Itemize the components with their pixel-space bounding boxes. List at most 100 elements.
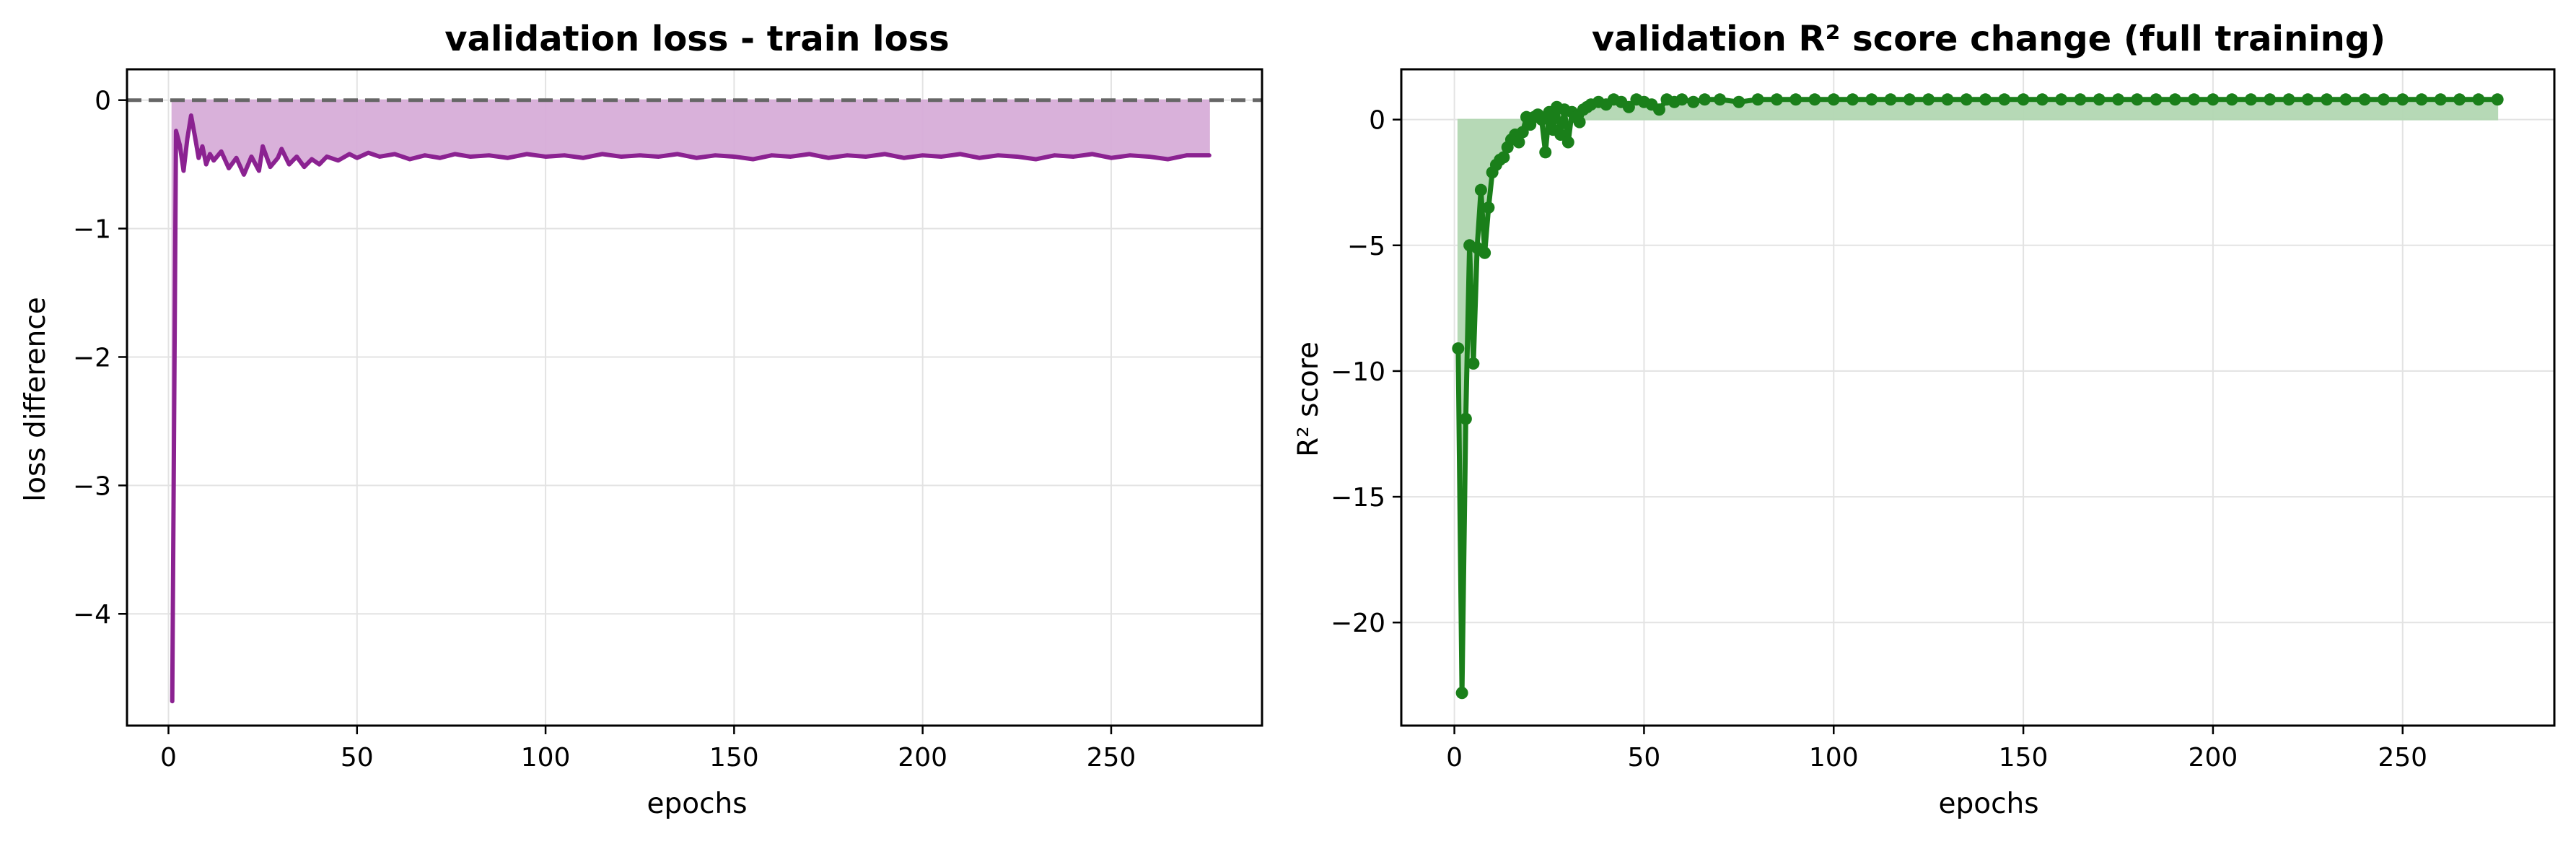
data-point [2453, 93, 2466, 106]
data-point [1474, 183, 1487, 196]
data-point [1960, 93, 1973, 106]
data-point [2491, 93, 2504, 106]
y-tick-label: −20 [1331, 609, 1385, 638]
x-axis-label: epochs [1938, 788, 2038, 820]
data-point [1459, 412, 1472, 425]
y-tick-label: 0 [95, 87, 111, 116]
data-point [2225, 93, 2238, 106]
data-point [2282, 93, 2295, 106]
y-tick-label: −15 [1331, 483, 1385, 513]
x-tick-label: 200 [898, 743, 947, 773]
data-point [2321, 93, 2334, 106]
x-tick-label: 150 [709, 743, 759, 773]
x-tick-label: 250 [2378, 743, 2427, 773]
data-point [2017, 93, 2030, 106]
data-point [1516, 126, 1529, 139]
data-point [1554, 129, 1567, 142]
data-point [1535, 113, 1548, 126]
data-point [1478, 246, 1491, 259]
data-point [1865, 93, 1878, 106]
y-tick-label: −2 [73, 343, 111, 373]
data-point [1622, 100, 1635, 113]
x-tick-label: 100 [521, 743, 571, 773]
data-point [2074, 93, 2087, 106]
data-point [1846, 93, 1859, 106]
data-point [2264, 93, 2277, 106]
data-point [1732, 95, 1745, 108]
data-point [2150, 93, 2163, 106]
data-point [2244, 93, 2257, 106]
data-point [1922, 93, 1935, 106]
data-point [2168, 93, 2181, 106]
data-point [2188, 93, 2201, 106]
data-point [2093, 93, 2106, 106]
data-point [1884, 93, 1897, 106]
data-point [1497, 151, 1510, 164]
data-point [2111, 93, 2124, 106]
data-point [2358, 93, 2371, 106]
data-point [1714, 93, 1727, 106]
r2-score-chart: validation R² score change (full trainin… [1292, 19, 2556, 820]
data-point [1452, 342, 1465, 355]
y-tick-label: −5 [1347, 232, 1385, 261]
chart-title: validation R² score change (full trainin… [1592, 19, 2386, 59]
data-point [2472, 93, 2485, 106]
data-point [2339, 93, 2352, 106]
plot-frame [126, 68, 1263, 727]
x-tick-label: 250 [1087, 743, 1136, 773]
data-point [2415, 93, 2428, 106]
data-point [1482, 201, 1495, 214]
data-point [2207, 93, 2220, 106]
chart-title: validation loss - train loss [444, 19, 949, 59]
data-point [1751, 93, 1764, 106]
data-point [1827, 93, 1840, 106]
data-point [1808, 93, 1821, 106]
data-point [2036, 93, 2049, 106]
series-line [170, 113, 1212, 704]
ticks: 0 50 100 150 200 250 0 −1 −2 −3 −4 [73, 87, 1136, 773]
x-tick-label: 0 [160, 743, 177, 773]
y-axis-label: R² score [1292, 341, 1325, 457]
x-tick-label: 50 [341, 743, 374, 773]
y-tick-label: −3 [73, 471, 111, 501]
x-axis-label: epochs [647, 788, 747, 820]
data-point [1998, 93, 2011, 106]
x-tick-label: 50 [1628, 743, 1661, 773]
y-tick-label: −10 [1331, 357, 1385, 387]
data-point [1467, 357, 1480, 370]
y-tick-label: −4 [73, 600, 111, 630]
x-tick-label: 0 [1446, 743, 1463, 773]
x-tick-label: 100 [1809, 743, 1859, 773]
data-point [2377, 93, 2390, 106]
series [170, 113, 1212, 704]
data-point [1770, 93, 1783, 106]
y-tick-label: 0 [1369, 106, 1385, 136]
data-point [1941, 93, 1954, 106]
y-axis-label: loss difference [19, 297, 52, 502]
data-point [2396, 93, 2409, 106]
data-point [2434, 93, 2447, 106]
data-point [1512, 136, 1525, 149]
data-point [2301, 93, 2314, 106]
data-point [1979, 93, 1992, 106]
ticks: 0 50 100 150 200 250 0 −5 −10 −15 −20 [1331, 106, 2427, 773]
loss-difference-chart: validation loss - train loss 0 50 100 150 20… [19, 19, 1263, 820]
y-tick-label: −1 [73, 215, 111, 245]
plot-frame [1400, 68, 2556, 727]
x-tick-label: 150 [1999, 743, 2049, 773]
data-point [1903, 93, 1916, 106]
data-point [1699, 93, 1712, 106]
data-point [2131, 93, 2144, 106]
data-point [1539, 146, 1552, 159]
data-point [2055, 93, 2068, 106]
data-point [1652, 103, 1665, 116]
data-point [1789, 93, 1802, 106]
x-tick-label: 200 [2189, 743, 2238, 773]
series [1452, 93, 2504, 700]
data-point [1561, 136, 1574, 149]
data-point [1687, 95, 1700, 108]
data-point [1455, 687, 1468, 700]
data-point [1675, 93, 1688, 106]
data-point [1573, 116, 1586, 129]
